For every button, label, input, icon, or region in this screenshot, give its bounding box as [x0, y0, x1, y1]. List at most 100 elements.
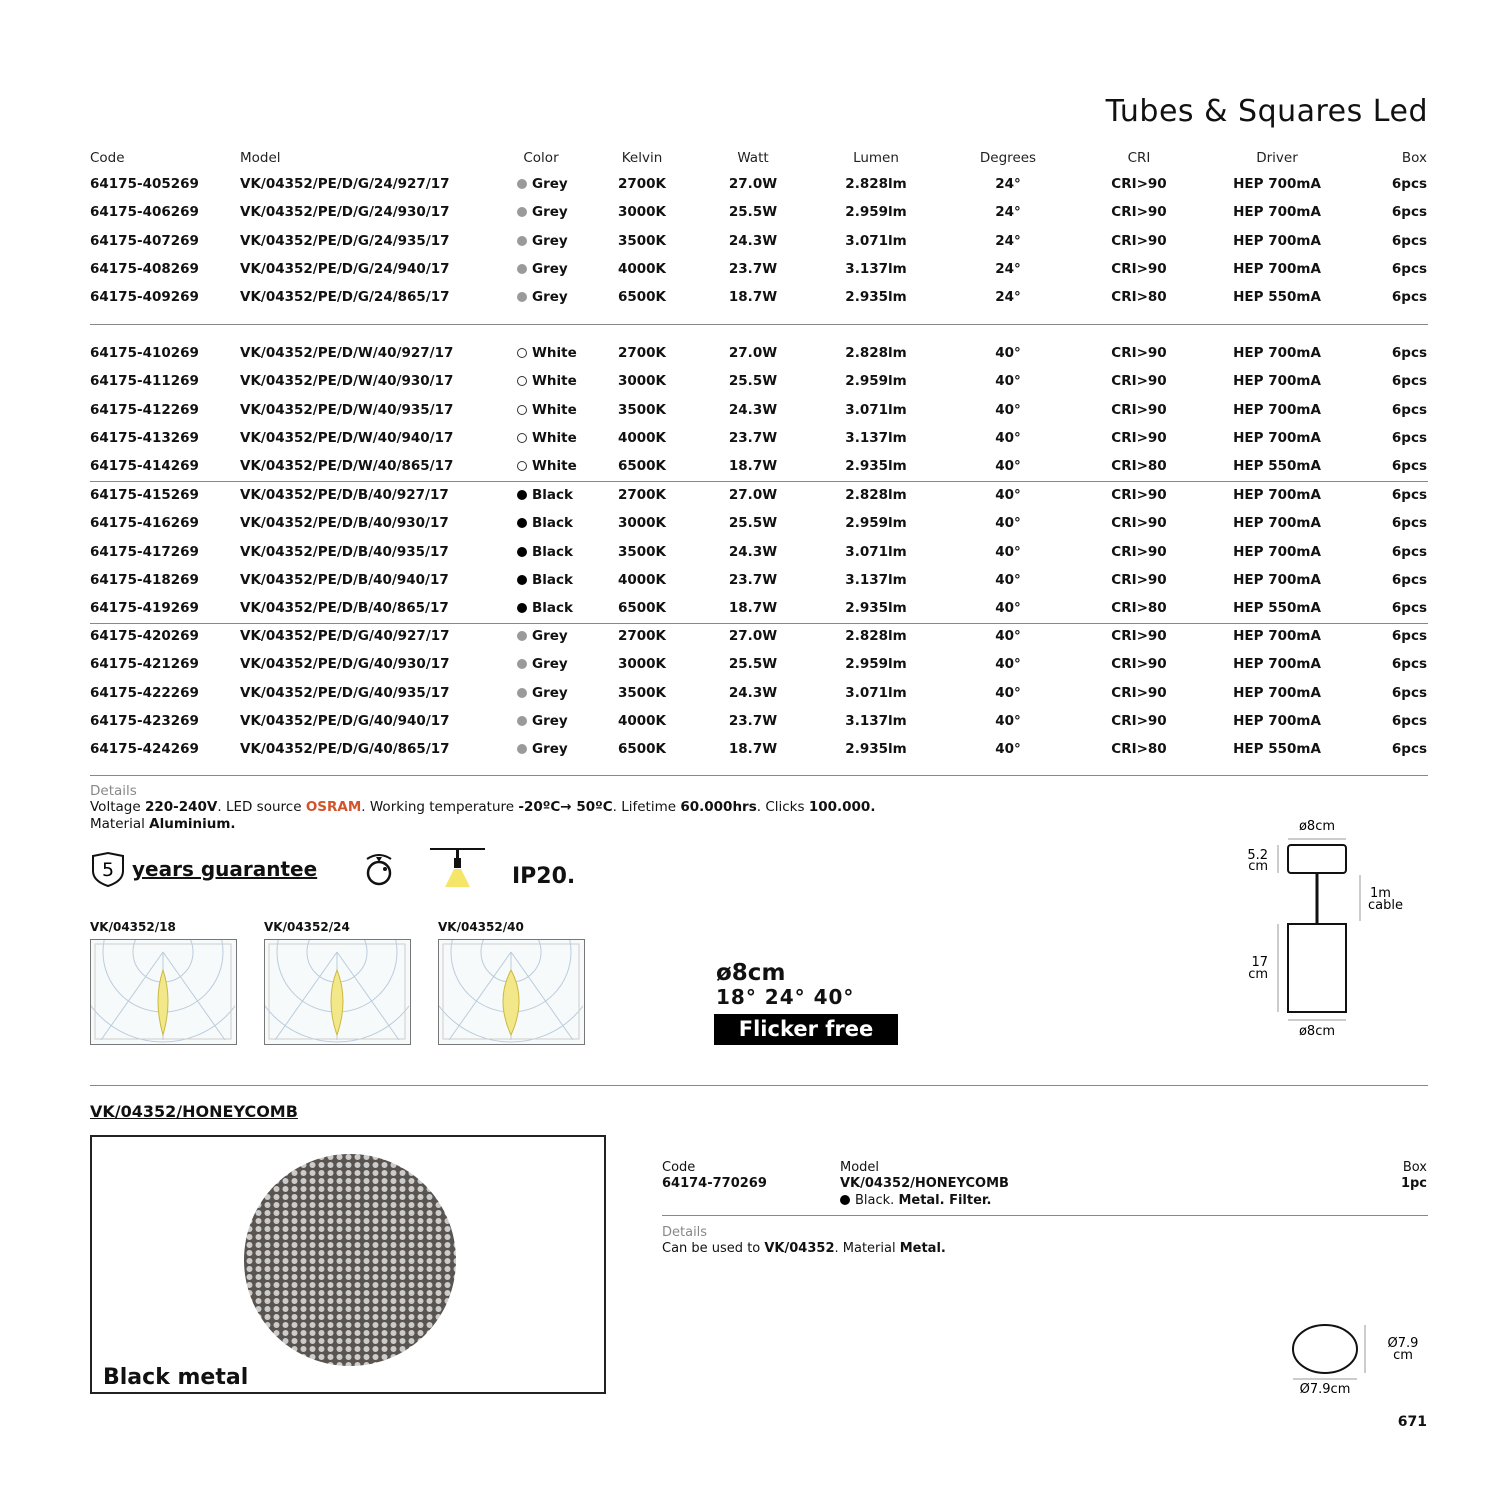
table-cell: 4000K: [617, 712, 667, 729]
table-cell: HEP 700mA: [1233, 571, 1321, 588]
color-swatch: [517, 744, 527, 755]
table-cell: 40°: [995, 401, 1021, 418]
divider: [90, 623, 1428, 624]
table-cell: CRI>90: [1111, 429, 1167, 446]
table-cell: 2.935lm: [845, 600, 907, 617]
table-cell: 24°: [995, 204, 1021, 221]
table-cell: 6pcs: [1391, 712, 1427, 729]
color-swatch: [517, 490, 527, 500]
svg-text:Ø7.9cm: Ø7.9cm: [1300, 1382, 1351, 1397]
color-swatch: [517, 603, 527, 614]
table-cell: 6500K: [617, 741, 667, 758]
table-cell: 3.137lm: [845, 429, 907, 446]
table-cell: HEP 700mA: [1233, 487, 1321, 503]
table-cell: CRI>90: [1111, 487, 1167, 503]
details-line-2: Material Aluminium.: [90, 816, 236, 832]
table-cell: 64175-420269: [90, 628, 199, 644]
table-cell: HEP 700mA: [1233, 684, 1321, 701]
table-cell: 6pcs: [1391, 600, 1427, 617]
table-cell: 40°: [995, 741, 1021, 758]
table-cell: 64175-406269: [90, 204, 199, 221]
table-cell: 40°: [995, 628, 1021, 644]
table-cell: 2.828lm: [845, 345, 907, 361]
color-swatch: [517, 687, 527, 698]
table-cell: VK/04352/PE/D/G/24/930/17: [240, 204, 450, 221]
accessory-box: 1pc: [1400, 1176, 1427, 1191]
svg-text:Ø7.9: Ø7.9: [1388, 1336, 1419, 1351]
details-line-1: Voltage 220-240V. LED source OSRAM. Work…: [90, 799, 876, 815]
divider: [90, 481, 1428, 482]
table-cell: 40°: [995, 571, 1021, 588]
table-cell: 40°: [995, 429, 1021, 446]
table-cell: 3.071lm: [845, 684, 907, 701]
table-cell: 4000K: [617, 429, 667, 446]
table-cell: CRI>90: [1111, 373, 1167, 390]
table-cell: 3.137lm: [845, 571, 907, 588]
table-cell: 6pcs: [1391, 487, 1427, 503]
polar-chart-label: VK/04352/40: [438, 920, 524, 934]
column-header: Degrees: [979, 150, 1037, 166]
table-cell: VK/04352/PE/D/W/40/927/17: [240, 345, 454, 361]
color-swatch: [517, 348, 527, 358]
table-cell: HEP 700mA: [1233, 176, 1321, 192]
table-cell: 64175-415269: [90, 487, 199, 503]
column-header: Model: [240, 150, 281, 166]
table-cell: Grey: [517, 261, 568, 277]
table-cell: 40°: [995, 345, 1021, 361]
table-cell: VK/04352/PE/D/G/24/865/17: [240, 289, 450, 306]
table-cell: CRI>90: [1111, 401, 1167, 418]
table-cell: 18.7W: [728, 289, 778, 306]
table-cell: Grey: [517, 176, 568, 192]
table-cell: 27.0W: [728, 628, 778, 644]
page-number: 671: [1397, 1414, 1427, 1430]
table-cell: CRI>90: [1111, 543, 1167, 560]
guarantee-text: years guarantee: [132, 857, 318, 881]
table-cell: 64175-409269: [90, 289, 199, 306]
table-cell: HEP 700mA: [1233, 401, 1321, 418]
table-cell: 24°: [995, 289, 1021, 306]
table-cell: 6pcs: [1391, 232, 1427, 249]
accessory-details: Can be used to VK/04352. Material Metal.: [662, 1241, 946, 1256]
dimmable-knob-icon: [366, 854, 392, 886]
table-cell: 3500K: [617, 401, 667, 418]
table-cell: CRI>80: [1111, 600, 1167, 617]
svg-text:cm: cm: [1248, 967, 1268, 982]
filter-dimension-drawing: Ø7.9cm Ø7.9cm: [1292, 1324, 1419, 1397]
table-cell: CRI>80: [1111, 741, 1167, 758]
table-cell: 24°: [995, 232, 1021, 249]
color-swatch: [517, 179, 527, 189]
beam-angles: 18° 24° 40°: [716, 985, 855, 1009]
table-cell: 6pcs: [1391, 204, 1427, 221]
table-cell: CRI>80: [1111, 458, 1167, 475]
polar-light-distribution-chart: [246, 861, 428, 1045]
color-swatch: [517, 207, 527, 218]
table-cell: 4000K: [617, 260, 667, 277]
table-cell: 40°: [995, 373, 1021, 390]
table-cell: 3.137lm: [845, 260, 907, 277]
table-cell: Black: [517, 572, 573, 588]
table-cell: 3500K: [617, 684, 667, 701]
table-cell: HEP 700mA: [1233, 260, 1321, 277]
osram-brand: OSRAM: [305, 799, 362, 815]
flicker-free-badge: Flicker free: [714, 1014, 898, 1045]
svg-text:ø8cm: ø8cm: [1299, 819, 1335, 834]
table-cell: 64175-410269: [90, 345, 199, 361]
column-header: Lumen: [853, 150, 899, 166]
table-cell: VK/04352/PE/D/G/24/927/17: [240, 176, 450, 192]
polar-chart-label: VK/04352/24: [264, 920, 350, 934]
table-cell: White: [517, 402, 577, 418]
accessory-description: Black. Metal. Filter.: [840, 1193, 991, 1208]
table-cell: 25.5W: [728, 204, 778, 221]
diameter-spec: ø8cm: [716, 960, 786, 986]
code-label: Code: [662, 1160, 696, 1175]
table-cell: HEP 700mA: [1233, 515, 1321, 532]
divider: [90, 324, 1428, 325]
accessory-caption: Black metal: [103, 1365, 249, 1390]
table-cell: 64175-414269: [90, 458, 199, 475]
color-swatch: [517, 263, 527, 274]
column-header: Color: [523, 150, 559, 166]
table-cell: 64175-407269: [90, 232, 199, 249]
table-cell: CRI>90: [1111, 628, 1167, 644]
table-cell: 6pcs: [1391, 741, 1427, 758]
table-cell: HEP 700mA: [1233, 543, 1321, 560]
